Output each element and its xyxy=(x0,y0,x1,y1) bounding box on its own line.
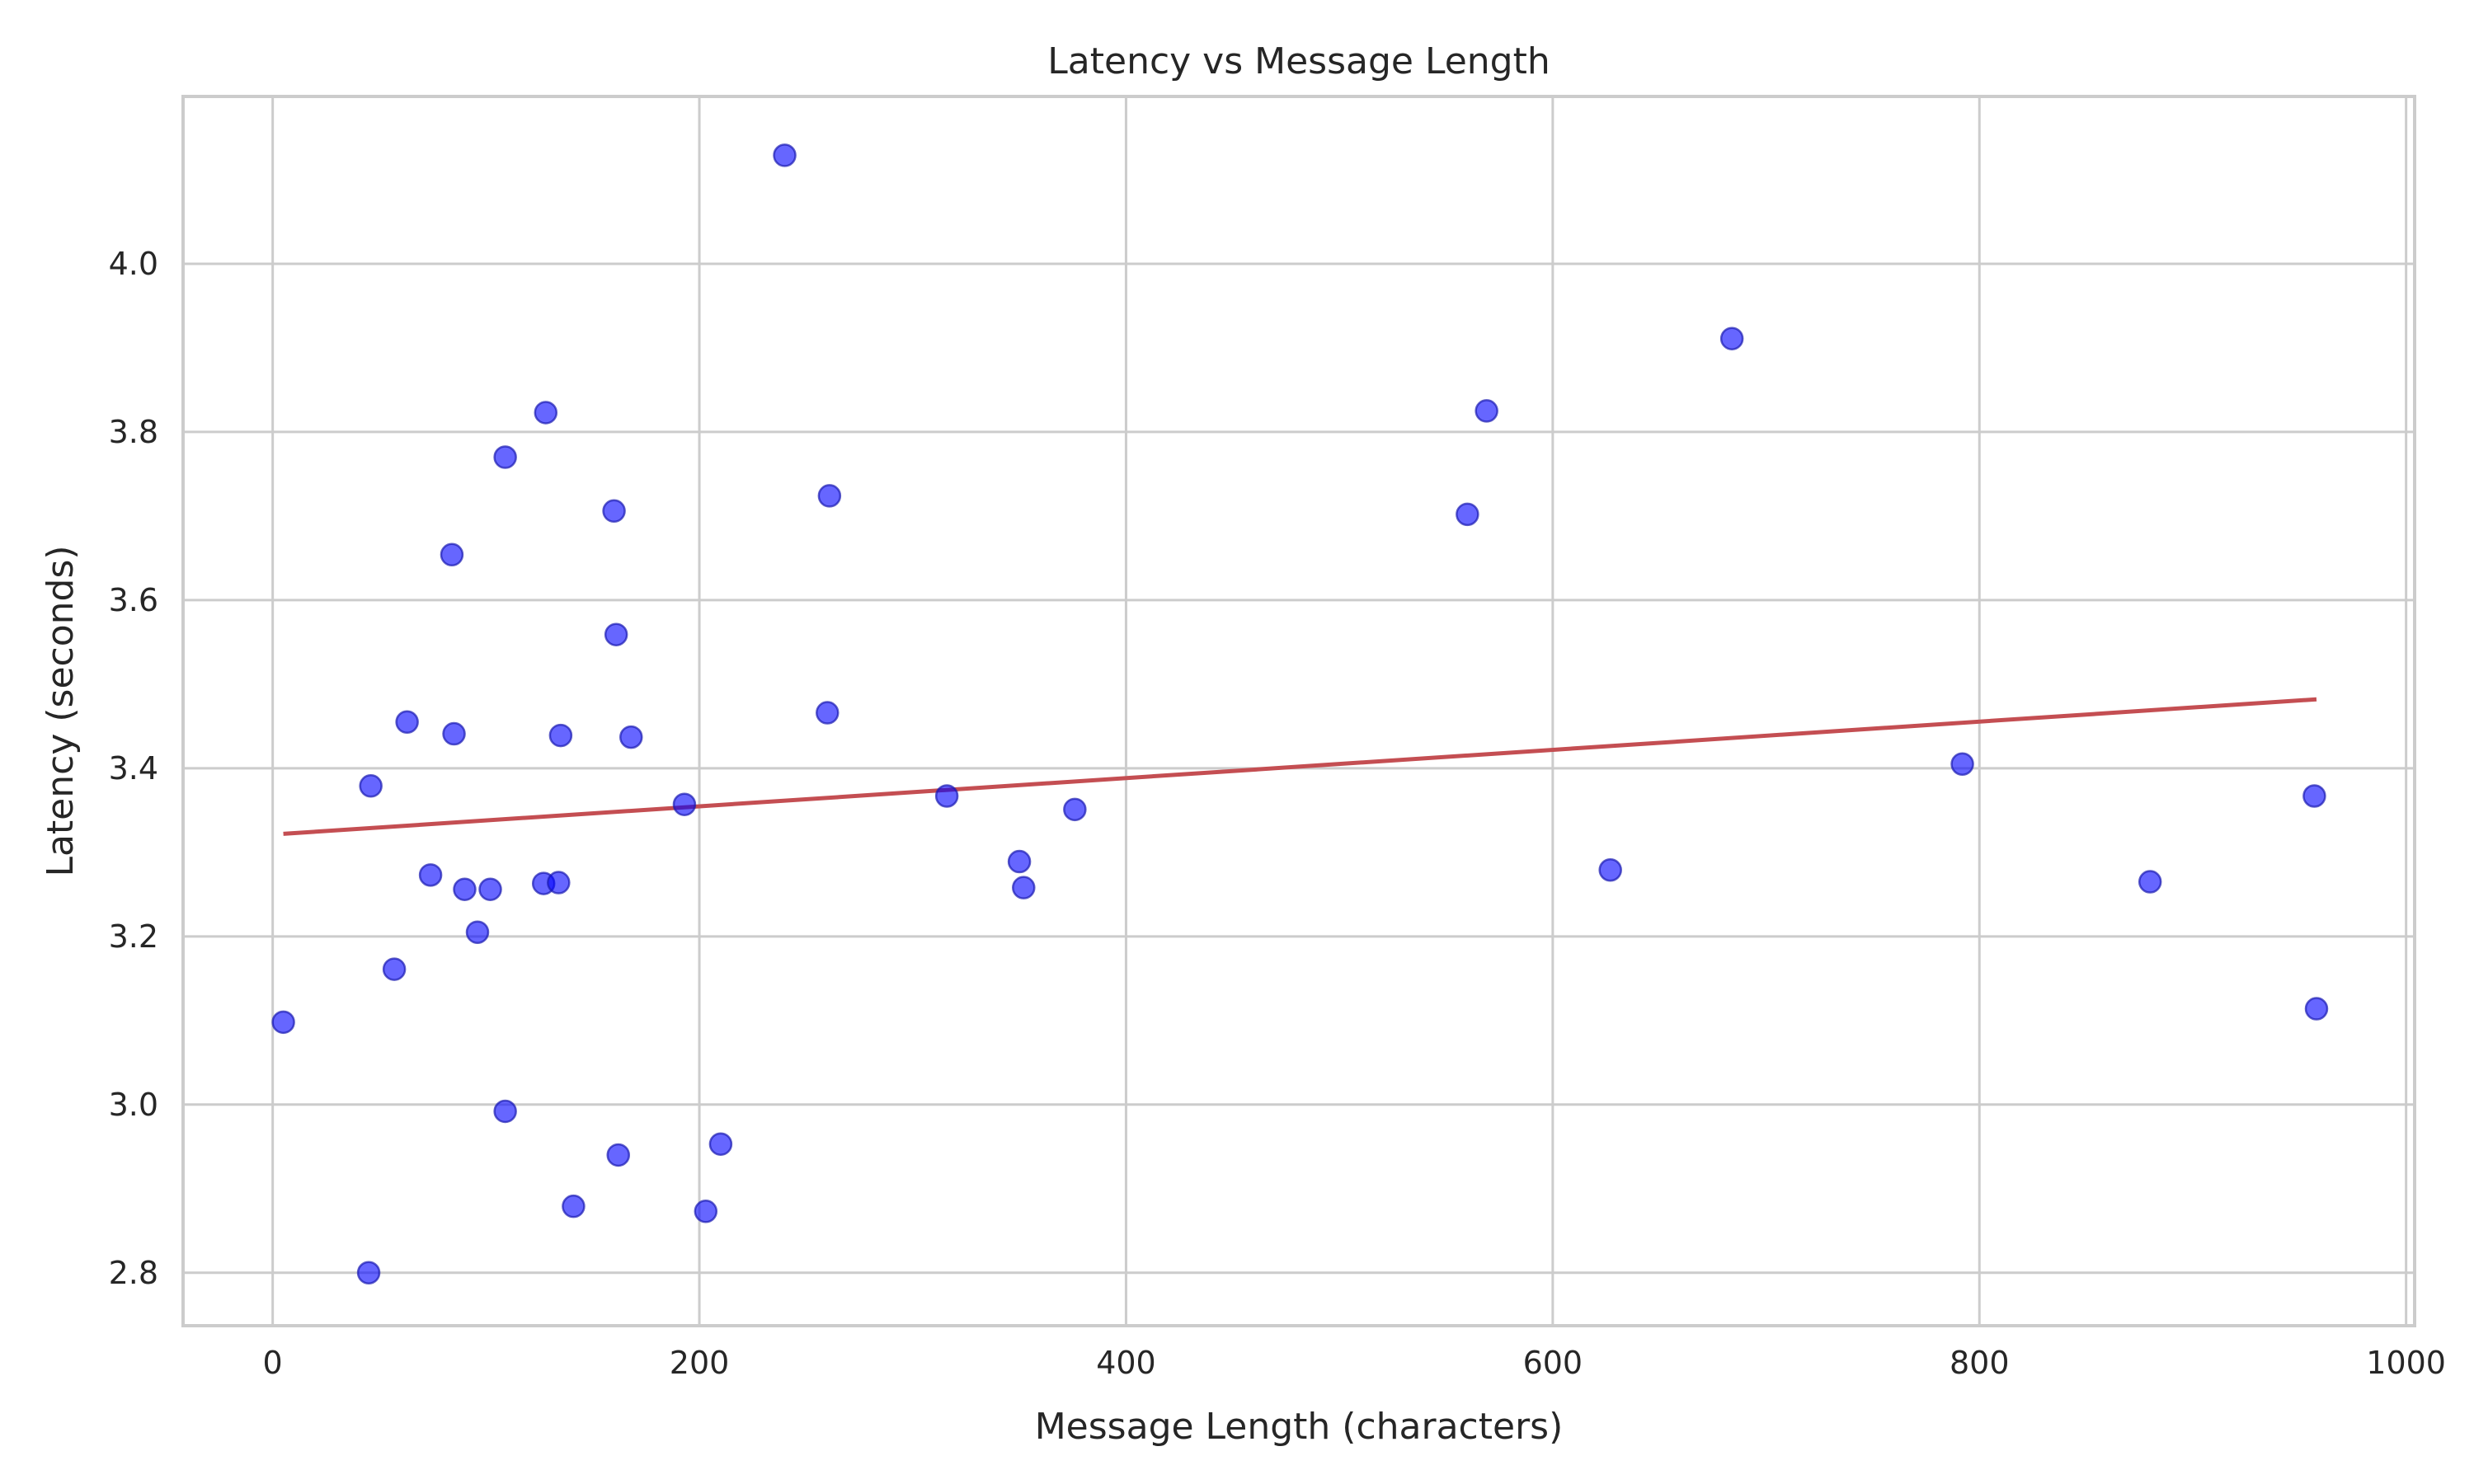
data-point xyxy=(382,957,407,981)
data-point xyxy=(1063,797,1087,822)
y-tick-labels: 2.8 3.0 3.2 3.4 3.6 3.8 4.0 xyxy=(109,246,158,1291)
data-point xyxy=(547,871,571,895)
data-point xyxy=(773,143,797,167)
data-point xyxy=(395,710,419,735)
x-tick-labels: 0 200 400 600 800 1000 xyxy=(263,1345,2446,1381)
x-tick-label: 1000 xyxy=(2366,1345,2446,1381)
grid-lines xyxy=(183,96,2415,1326)
x-tick-label: 600 xyxy=(1523,1345,1583,1381)
plot-frame xyxy=(181,95,2416,1327)
chart-title: Latency vs Message Length xyxy=(1047,40,1550,82)
data-point xyxy=(442,721,466,746)
x-axis-label: Message Length (characters) xyxy=(1035,1406,1564,1448)
data-point xyxy=(672,792,697,816)
y-axis-label: Latency (seconds) xyxy=(40,545,82,876)
data-point xyxy=(708,1132,733,1156)
data-point xyxy=(453,877,477,901)
y-tick-label: 3.6 xyxy=(109,582,158,618)
data-point xyxy=(1719,326,1744,350)
y-tick-label: 4.0 xyxy=(109,246,158,282)
data-point xyxy=(356,1261,381,1285)
data-point xyxy=(440,542,464,567)
data-point xyxy=(2138,870,2162,894)
data-point xyxy=(619,725,643,749)
data-point xyxy=(1012,876,1036,899)
data-point xyxy=(606,1143,630,1167)
data-point xyxy=(1950,752,1974,776)
data-point xyxy=(934,784,959,808)
data-point xyxy=(817,484,842,508)
trend-line-group xyxy=(283,697,2317,836)
data-point xyxy=(359,774,383,798)
data-point xyxy=(2302,784,2326,808)
data-point xyxy=(694,1200,718,1223)
data-point xyxy=(493,445,517,469)
x-tick-label: 400 xyxy=(1096,1345,1156,1381)
y-tick-label: 2.8 xyxy=(109,1255,158,1291)
data-point xyxy=(493,1099,517,1124)
data-points xyxy=(271,143,2329,1285)
data-point xyxy=(2304,997,2329,1021)
data-point xyxy=(271,1010,295,1035)
data-point xyxy=(1456,502,1479,527)
data-point xyxy=(604,622,628,646)
data-point xyxy=(418,863,443,887)
trend-line xyxy=(283,697,2317,836)
x-tick-label: 0 xyxy=(263,1345,283,1381)
data-point xyxy=(548,723,573,748)
y-tick-label: 3.4 xyxy=(109,750,158,787)
data-point xyxy=(816,701,840,725)
data-point xyxy=(602,499,626,524)
data-point xyxy=(1475,399,1498,423)
x-tick-label: 800 xyxy=(1950,1345,2010,1381)
data-point xyxy=(465,920,490,944)
data-point xyxy=(1007,849,1032,874)
data-point xyxy=(1598,857,1622,882)
data-point xyxy=(478,877,502,901)
data-point xyxy=(534,401,558,425)
x-tick-label: 200 xyxy=(670,1345,730,1381)
y-tick-label: 3.2 xyxy=(109,918,158,955)
data-point xyxy=(562,1194,586,1219)
y-tick-label: 3.8 xyxy=(109,414,158,450)
y-tick-label: 3.0 xyxy=(109,1087,158,1123)
